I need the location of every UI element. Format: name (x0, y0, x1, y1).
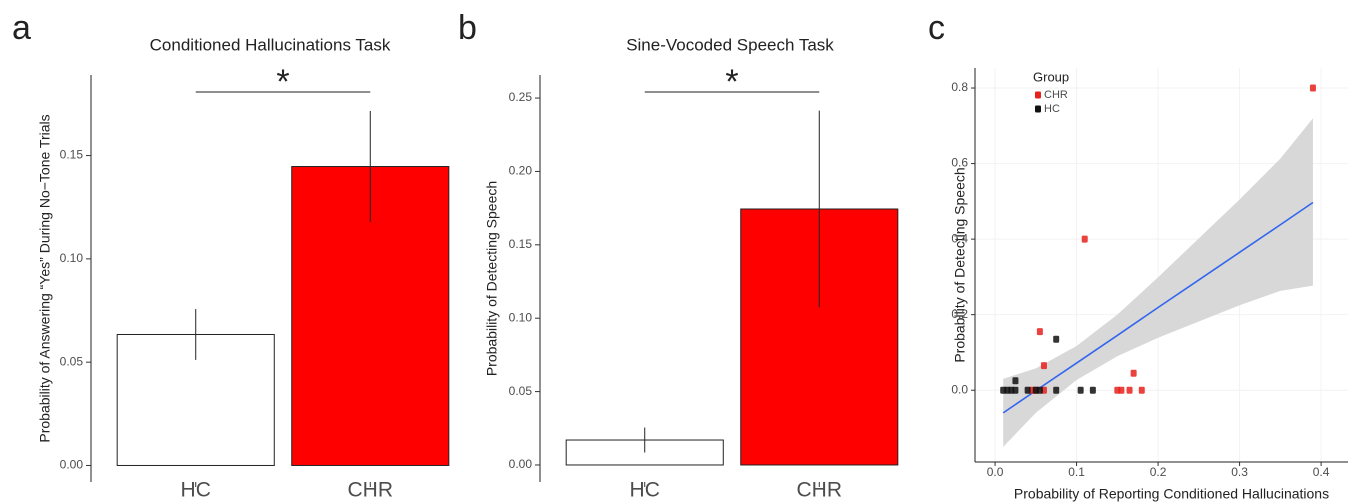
point (1126, 386, 1133, 394)
legend-label: CHR (1044, 89, 1068, 101)
x-tick-label: 0.3 (1231, 465, 1248, 479)
legend-title: Group (1033, 69, 1069, 84)
point (1309, 84, 1316, 92)
fit-line (1002, 201, 1314, 414)
y-tick-label: 0.25 (509, 90, 533, 104)
y-tick-label: 0.0 (951, 382, 968, 396)
y-tick-label: 0.8 (951, 80, 968, 94)
point (1130, 369, 1137, 377)
point (1036, 386, 1043, 394)
panel-label: a (12, 9, 31, 47)
point (1138, 386, 1145, 394)
x-axis-label: Probability of Reporting Conditioned Hal… (1014, 486, 1329, 502)
x-tick-label: 0.2 (1150, 465, 1167, 479)
point (1077, 386, 1084, 394)
panel-label: c (928, 9, 945, 47)
x-tick-label: CHR (348, 479, 394, 502)
x-tick-label: 0.0 (987, 465, 1004, 479)
y-tick-label: 0.15 (60, 148, 84, 162)
y-tick-label: 0.20 (509, 164, 533, 178)
chart-title: Sine-Vocoded Speech Task (626, 35, 834, 54)
y-axis-label: Probability of Detecting Speech (484, 181, 500, 376)
point (1053, 386, 1060, 394)
point (1012, 377, 1019, 385)
point (1089, 386, 1096, 394)
point (1040, 362, 1047, 370)
point (1081, 235, 1088, 243)
point (1024, 386, 1031, 394)
y-axis-label: Probability of Detecting Speech (952, 167, 968, 362)
y-axis-label: Probability of Answering “Yes” During No… (37, 114, 53, 442)
point (1012, 386, 1019, 394)
y-tick-label: 0.15 (509, 237, 533, 251)
legend-swatch (1035, 105, 1041, 113)
y-tick-label: 0.00 (509, 457, 533, 471)
legend-swatch (1035, 91, 1041, 99)
point (1053, 335, 1060, 343)
y-tick-label: 0.05 (509, 384, 533, 398)
y-tick-label: 0.10 (509, 310, 533, 324)
y-tick-label: 0.10 (60, 251, 84, 265)
significance-label: * (725, 63, 738, 101)
x-tick-label: HC (630, 479, 660, 502)
panel-label: b (458, 9, 477, 47)
x-tick-label: HC (181, 479, 211, 502)
confidence-band (1003, 118, 1313, 447)
y-tick-label: 0.00 (60, 458, 84, 472)
y-tick-label: 0.05 (60, 354, 84, 368)
x-tick-label: 0.1 (1068, 465, 1085, 479)
significance-label: * (276, 63, 289, 101)
legend-label: HC (1044, 103, 1060, 115)
y-tick-label: 0.2 (951, 307, 968, 321)
point (1118, 386, 1125, 394)
x-tick-label: CHR (797, 479, 843, 502)
y-tick-label: 0.6 (951, 156, 968, 170)
chart-title: Conditioned Hallucinations Task (150, 35, 391, 54)
point (1036, 328, 1043, 336)
x-tick-label: 0.4 (1313, 465, 1330, 479)
y-tick-label: 0.4 (951, 231, 968, 245)
